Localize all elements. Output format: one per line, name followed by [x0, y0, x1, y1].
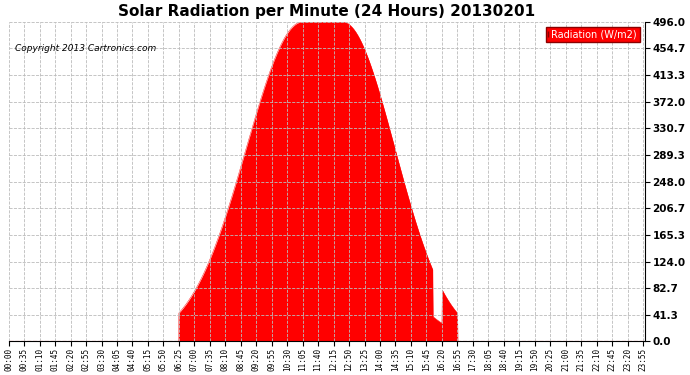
Legend: Radiation (W/m2): Radiation (W/m2) — [546, 27, 640, 42]
Title: Solar Radiation per Minute (24 Hours) 20130201: Solar Radiation per Minute (24 Hours) 20… — [118, 4, 535, 19]
Text: Copyright 2013 Cartronics.com: Copyright 2013 Cartronics.com — [15, 44, 156, 53]
